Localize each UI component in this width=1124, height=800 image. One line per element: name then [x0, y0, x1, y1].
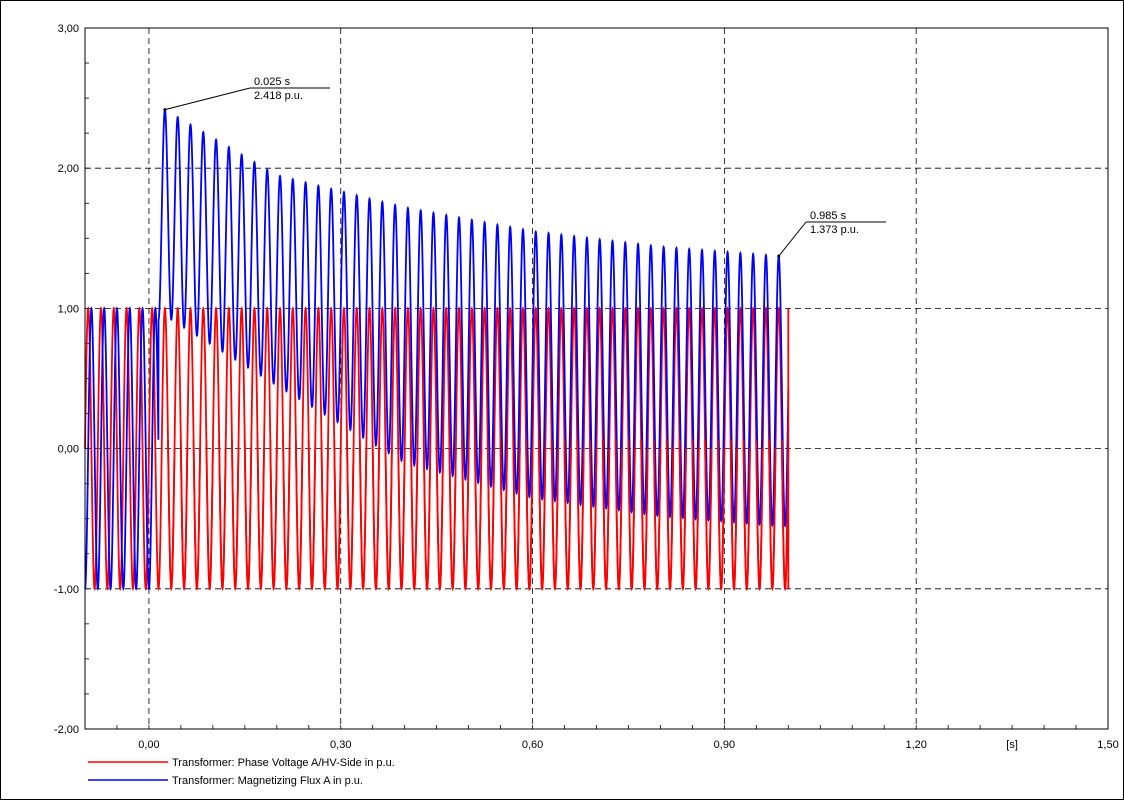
series-phase-voltage-lower-overlay	[167, 439, 790, 592]
series-magnetizing-flux-line	[84, 107, 790, 592]
x-axis-label: [s]	[1006, 739, 1018, 751]
annotation-value: 2.418 p.u.	[254, 90, 303, 102]
series	[84, 107, 790, 592]
legend-label: Transformer: Phase Voltage A/HV-Side in …	[172, 757, 395, 769]
y-tick-label: -2,00	[54, 724, 79, 736]
x-tick-labels: 0,00 0,30 0,60 0,90 1,20 1,50 [s]	[138, 739, 1118, 751]
x-tick-label: 0,00	[138, 739, 159, 751]
x-tick-label: 0,30	[330, 739, 351, 751]
annotation-value: 1.373 p.u.	[810, 224, 859, 236]
y-tick-labels: 3,00 2,00 1,00 0,00 -1,00 -2,00	[54, 23, 79, 736]
y-tick-label: 0,00	[58, 444, 79, 456]
x-tick-label: 0,60	[522, 739, 543, 751]
annotations: 0.025 s 2.418 p.u. 0.985 s 1.373 p.u.	[163, 76, 886, 258]
plot-border	[84, 27, 1109, 730]
annotation-leader	[164, 87, 251, 111]
annotation-marker	[163, 108, 167, 112]
annotation-leader	[778, 221, 807, 257]
annotation-time: 0.985 s	[810, 210, 847, 222]
x-tick-label: 0,90	[714, 739, 735, 751]
y-tick-label: 2,00	[58, 163, 79, 175]
y-tick-label: 3,00	[58, 23, 79, 35]
legend-label: Transformer: Magnetizing Flux A in p.u.	[172, 775, 363, 787]
y-tick-label: -1,00	[54, 584, 79, 596]
y-tick-label: 1,00	[58, 303, 79, 315]
annotation-time: 0.025 s	[254, 76, 291, 88]
x-tick-label: 1,20	[905, 739, 926, 751]
annotation-marker	[777, 254, 781, 258]
x-tick-label: 1,50	[1097, 739, 1118, 751]
legend: Transformer: Phase Voltage A/HV-Side in …	[88, 757, 395, 787]
